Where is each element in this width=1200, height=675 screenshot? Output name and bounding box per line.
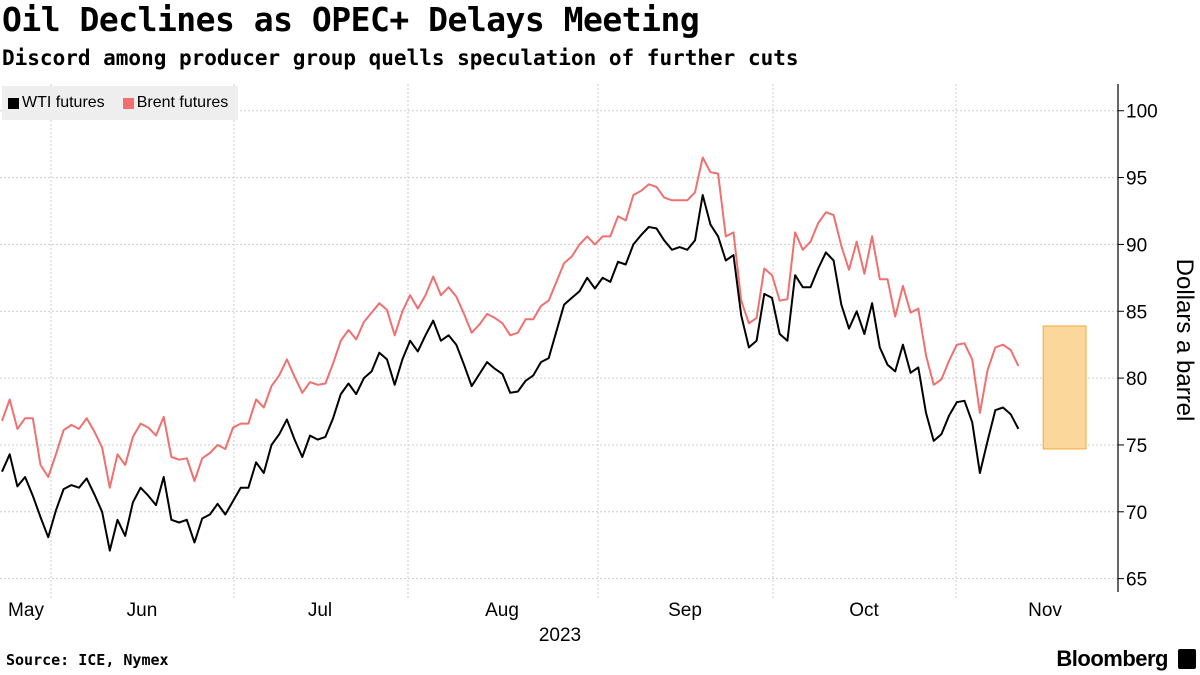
chart-legend: WTI futures Brent futures xyxy=(2,86,239,120)
y-tick-label: 85 xyxy=(1126,302,1147,323)
legend-swatch-brent xyxy=(122,97,134,109)
bloomberg-logo: Bloomberg xyxy=(1056,646,1168,671)
page-title: Oil Declines as OPEC+ Delays Meeting xyxy=(2,0,700,39)
x-tick-label: May xyxy=(8,600,44,621)
legend-label-wti: WTI futures xyxy=(22,94,105,111)
legend-swatch-wti xyxy=(8,97,19,109)
y-tick-label: 70 xyxy=(1126,503,1147,524)
y-tick-label: 75 xyxy=(1126,436,1147,457)
y-tick-label: 95 xyxy=(1126,169,1147,190)
legend-label-brent: Brent futures xyxy=(136,94,229,111)
x-axis-year-label: 2023 xyxy=(539,625,581,646)
y-tick-label: 100 xyxy=(1126,102,1158,123)
x-tick-label: Oct xyxy=(849,600,879,621)
y-axis-label: Dollars a barrel xyxy=(1171,258,1198,422)
y-tick-label: 80 xyxy=(1126,369,1147,390)
x-tick-label: Jun xyxy=(127,600,158,621)
gridlines xyxy=(0,84,1118,600)
series-line-brent xyxy=(1,156,1020,489)
x-ticks: May Jun Jul Aug Sep Oct Nov xyxy=(8,600,1062,621)
series-line-wti xyxy=(1,194,1020,552)
x-tick-label: Aug xyxy=(485,600,519,621)
source-note: Source: ICE, Nymex xyxy=(6,651,169,669)
y-tick-label: 90 xyxy=(1126,235,1147,256)
x-tick-label: Jul xyxy=(308,600,332,621)
bloomberg-logo-icon xyxy=(1178,649,1196,669)
page-subtitle: Discord among producer group quells spec… xyxy=(2,46,799,70)
x-tick-label: Sep xyxy=(668,600,702,621)
x-tick-label: Nov xyxy=(1028,600,1062,621)
legend-item-brent: Brent futures xyxy=(122,94,229,112)
series-layer xyxy=(1,156,1020,552)
legend-item-wti: WTI futures xyxy=(8,94,105,112)
y-tick-label: 65 xyxy=(1126,570,1147,591)
highlight-box xyxy=(1042,325,1087,450)
y-ticks: 65 70 75 80 85 90 95 100 xyxy=(1118,102,1158,591)
